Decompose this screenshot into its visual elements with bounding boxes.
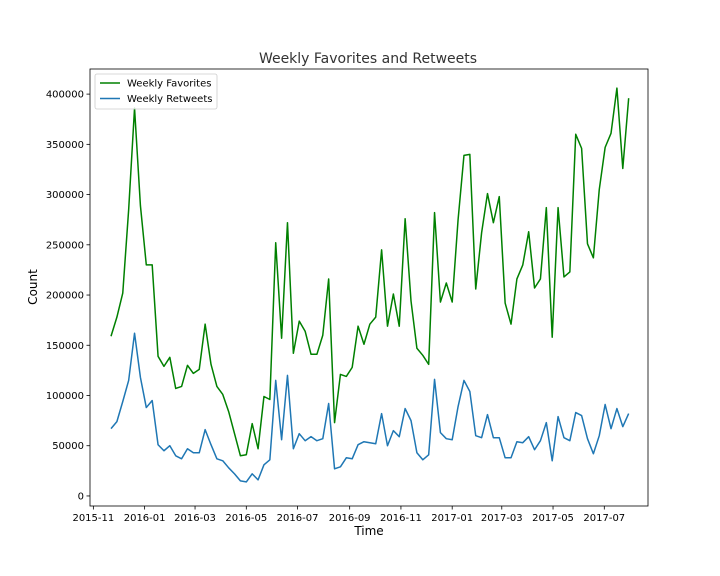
series-line-0: [110, 87, 630, 457]
plot-frame: [89, 68, 649, 507]
y-axis-label: Count: [26, 269, 40, 305]
y-tick-label: 300000: [46, 190, 84, 201]
y-tick-label: 350000: [46, 140, 84, 151]
y-tick-label: 250000: [46, 240, 84, 251]
y-tick-label: 50000: [52, 441, 84, 452]
series-line-1: [110, 332, 630, 483]
x-tick-label: 2016-05: [225, 513, 267, 524]
legend-label-0: Weekly Favorites: [127, 79, 211, 90]
x-tick-label: 2017-01: [431, 513, 473, 524]
x-tick-label: 2015-11: [72, 513, 114, 524]
x-tick-label: 2017-03: [481, 513, 523, 524]
x-tick-label: 2016-09: [329, 513, 371, 524]
y-tick-label: 400000: [46, 90, 84, 101]
y-tick-label: 200000: [46, 291, 84, 302]
x-tick-label: 2017-05: [532, 513, 574, 524]
x-tick-label: 2016-01: [124, 513, 166, 524]
plot-area: 2015-11 2016-01 2016-03 2016-05 2016-07 2016-…: [46, 68, 649, 524]
x-tick-label: 2016-11: [380, 513, 422, 524]
x-tick-label: 2016-07: [277, 513, 319, 524]
y-tick-label: 150000: [46, 341, 84, 352]
chart-title: Weekly Favorites and Retweets: [259, 51, 477, 67]
y-tick-label: 100000: [46, 391, 84, 402]
x-tick-label: 2017-07: [583, 513, 625, 524]
legend-label-1: Weekly Retweets: [127, 94, 212, 105]
x-axis-label: Time: [353, 524, 383, 538]
x-tick-label: 2016-03: [174, 513, 216, 524]
legend: Weekly Favorites Weekly Retweets: [94, 73, 218, 110]
y-tick-label: 0: [78, 491, 84, 502]
legend-box: [94, 73, 218, 110]
